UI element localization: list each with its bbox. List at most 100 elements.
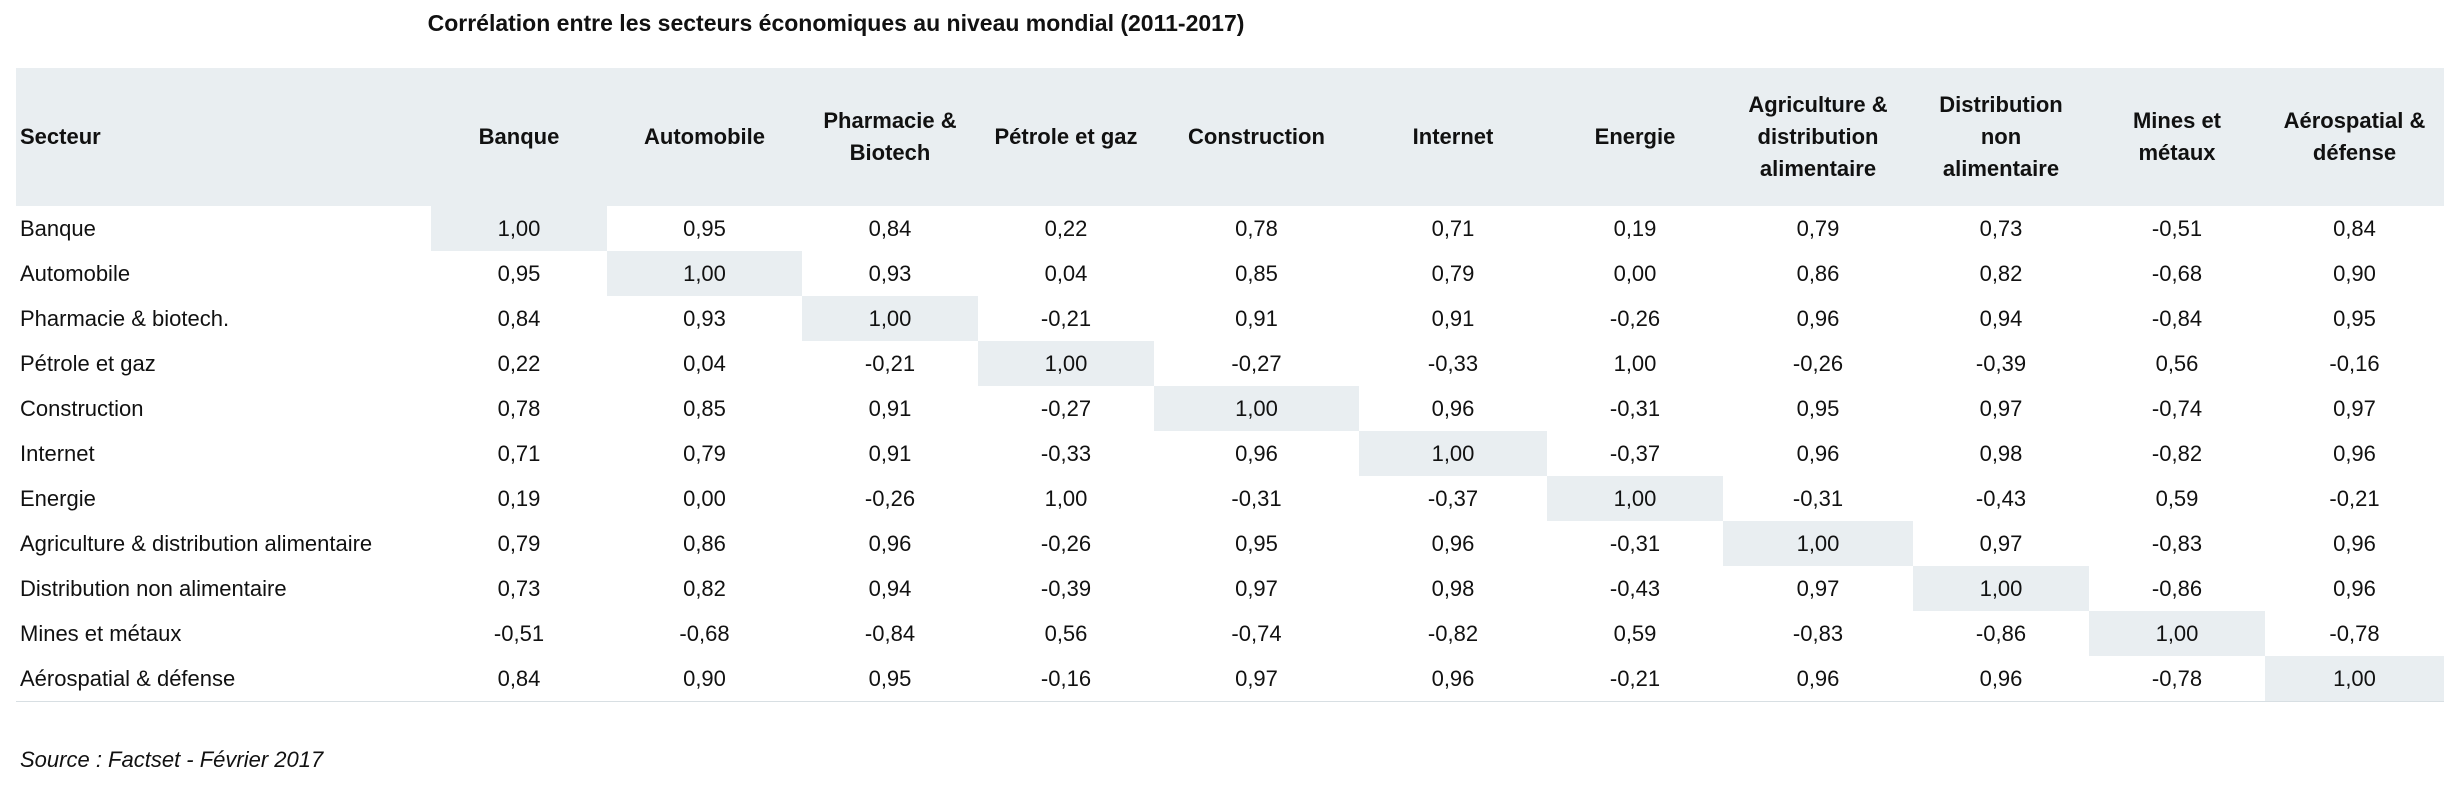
table-cell: 0,95 — [1235, 530, 1278, 556]
table-cell: -0,21 — [1040, 305, 1092, 331]
table-cell: 0,79 — [683, 440, 726, 466]
table-cell: 0,91 — [1431, 305, 1475, 331]
table-cell: 0,96 — [1431, 530, 1475, 556]
row-label: Mines et métaux — [20, 620, 182, 646]
column-header: Internet — [1359, 68, 1547, 206]
table-cell: -0,26 — [864, 485, 916, 511]
table-row: Banque 1,00 0,95 0,84 0,22 0,78 0,71 0,19 0,79 0,… — [16, 206, 2444, 251]
table-cell: 0,96 — [1723, 656, 1913, 702]
table-cell: 0,78 — [497, 395, 541, 421]
table-cell: 0,71 — [497, 440, 541, 466]
table-cell: -0,27 — [1231, 350, 1282, 376]
corner-header: Secteur — [16, 68, 431, 206]
table-cell: -0,86 — [1975, 620, 2027, 646]
table-cell: 0,79 — [497, 530, 541, 556]
table-row: Automobile 0,95 1,00 0,93 0,04 0,85 0,79 0,00 0,… — [16, 251, 2444, 296]
table-cell: 0,93 — [683, 305, 726, 331]
table-cell: -0,31 — [1231, 485, 1282, 511]
table-cell-diagonal: 1,00 — [1359, 431, 1547, 476]
row-label: Distribution non alimentaire — [20, 575, 287, 601]
row-label: Energie — [20, 485, 96, 511]
table-cell: 0,85 — [1235, 260, 1278, 286]
table-cell: 0,86 — [1796, 260, 1840, 286]
table-cell: 0,97 — [2333, 395, 2376, 421]
table-cell: -0,74 — [1231, 620, 1282, 646]
table-row: Energie 0,19 0,00 -0,26 1,00 -0,31 -0,37 1,00 -0… — [16, 476, 2444, 521]
table-row: Internet 0,71 0,79 0,91 -0,33 0,96 1,00 -0,37 0,… — [16, 431, 2444, 476]
table-cell: -0,84 — [2151, 305, 2203, 331]
table-cell: 0,96 — [1796, 440, 1840, 466]
correlation-table: Secteur Banque Automobile Pharmacie & Bi… — [16, 68, 2444, 702]
table-cell: 0,98 — [1979, 440, 2023, 466]
table-cell-diagonal: 1,00 — [607, 251, 802, 296]
column-header: Mines et métaux — [2089, 68, 2265, 206]
table-cell: -0,33 — [1427, 350, 1479, 376]
table-cell: 0,56 — [1044, 620, 1088, 646]
table-cell: 0,56 — [2155, 350, 2199, 376]
table-cell: 0,91 — [868, 395, 912, 421]
table-cell-diagonal: 1,00 — [2265, 656, 2444, 702]
row-label: Pharmacie & biotech. — [20, 305, 230, 331]
column-header: Banque — [431, 68, 607, 206]
table-cell: 0,96 — [1431, 395, 1475, 421]
column-header: Aérospatial & défense — [2265, 68, 2444, 206]
table-cell: 0,95 — [497, 260, 541, 286]
table-cell: 0,97 — [1979, 530, 2023, 556]
table-cell-diagonal: 1,00 — [1723, 521, 1913, 566]
column-header: Pharmacie & Biotech — [802, 68, 978, 206]
table-cell: 0,00 — [683, 485, 726, 511]
table-title: Corrélation entre les secteurs économiqu… — [427, 10, 1245, 36]
table-cell: 0,94 — [1979, 305, 2023, 331]
table-cell: -0,21 — [2329, 485, 2380, 511]
table-cell: -0,68 — [2151, 260, 2203, 286]
table-cell: 0,79 — [1796, 215, 1840, 241]
column-header: Automobile — [607, 68, 802, 206]
source-note: Source : Factset - Février 2017 — [20, 747, 324, 772]
table-cell: -0,16 — [978, 656, 1154, 702]
table-cell: 0,97 — [1796, 575, 1840, 601]
table-cell: -0,21 — [864, 350, 916, 376]
table-cell: 0,93 — [868, 260, 912, 286]
table-cell: -0,82 — [1427, 620, 1479, 646]
table-cell: -0,51 — [2151, 215, 2203, 241]
table-body: Banque 1,00 0,95 0,84 0,22 0,78 0,71 0,19 0,79 0,… — [16, 206, 2444, 702]
table-cell: -0,51 — [493, 620, 545, 646]
table-cell: -0,37 — [1609, 440, 1661, 466]
table-cell: 0,19 — [497, 485, 541, 511]
table-cell: 0,59 — [1613, 620, 1657, 646]
table-cell-diagonal: 1,00 — [1913, 566, 2089, 611]
table-cell: -0,43 — [1609, 575, 1661, 601]
row-label: Automobile — [20, 260, 131, 286]
table-cell: -0,16 — [2329, 350, 2380, 376]
table-cell: 0,96 — [1796, 305, 1840, 331]
table-cell: 0,95 — [1796, 395, 1840, 421]
table-cell: 0,86 — [683, 530, 726, 556]
table-cell: 0,96 — [868, 530, 912, 556]
table-cell-diagonal: 1,00 — [1547, 476, 1723, 521]
row-label: Banque — [20, 215, 96, 241]
table-cell: -0,39 — [1975, 350, 2027, 376]
table-cell: 0,96 — [1359, 656, 1547, 702]
table-cell: -0,31 — [1609, 395, 1661, 421]
column-header: Distribution non alimentaire — [1913, 68, 2089, 206]
table-row: Pétrole et gaz 0,22 0,04 -0,21 1,00 -0,27 -0,3… — [16, 341, 2444, 386]
table-cell: 0,91 — [868, 440, 912, 466]
table-cell: 0,96 — [1235, 440, 1278, 466]
table-cell: -0,84 — [864, 620, 916, 646]
table-cell: 0,84 — [868, 215, 912, 241]
table-cell: 0,73 — [497, 575, 541, 601]
table-cell: 0,97 — [1979, 395, 2023, 421]
table-cell: 0,84 — [2333, 215, 2376, 241]
table-cell: 0,97 — [1154, 656, 1359, 702]
table-cell: 0,59 — [2155, 485, 2199, 511]
table-cell: 0,73 — [1979, 215, 2023, 241]
table-cell: 0,96 — [1913, 656, 2089, 702]
table-cell: -0,86 — [2151, 575, 2203, 601]
table-cell: -0,78 — [2329, 620, 2380, 646]
table-cell: -0,21 — [1547, 656, 1723, 702]
table-cell: -0,82 — [2151, 440, 2203, 466]
table-cell: 1,00 — [1044, 485, 1088, 511]
table-cell: 0,82 — [683, 575, 726, 601]
table-cell: -0,33 — [1040, 440, 1092, 466]
table-cell: 0,84 — [497, 305, 541, 331]
